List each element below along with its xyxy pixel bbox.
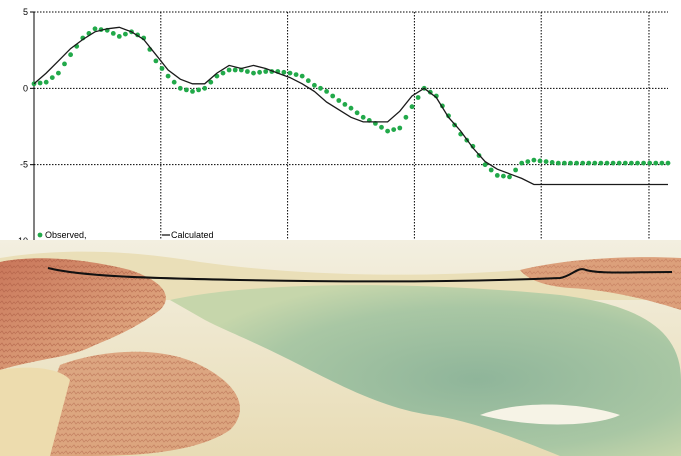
series-observed-point	[312, 82, 317, 88]
series-observed-point	[184, 87, 189, 93]
series-observed-point	[110, 31, 116, 36]
series-observed-point	[629, 160, 634, 166]
series-observed-point	[653, 160, 659, 166]
terrain-lower-hills-texture	[20, 351, 240, 456]
series-observed-point	[415, 95, 421, 100]
series-observed-point	[123, 31, 128, 37]
series-observed-point	[604, 160, 610, 166]
series-observed-point	[470, 143, 476, 149]
series-observed-point	[555, 160, 561, 166]
series-observed-point	[586, 160, 592, 166]
terrain-salt-flat	[480, 404, 620, 425]
series-observed-point	[257, 69, 262, 75]
series-observed-point	[92, 26, 98, 32]
series-observed-point	[336, 98, 342, 103]
series-observed-point	[171, 79, 177, 85]
series-observed-point	[226, 67, 232, 73]
series-observed-point	[549, 160, 555, 165]
terrain-right-mountains-texture	[520, 257, 681, 310]
series-observed-point	[68, 52, 73, 58]
series-observed-point	[507, 174, 512, 180]
series-observed-point	[488, 167, 494, 173]
series-observed-point	[665, 160, 671, 166]
series-observed-point	[543, 159, 549, 165]
terrain-map-image	[0, 240, 681, 456]
series-observed-point	[641, 160, 646, 166]
series-observed-point	[62, 61, 67, 67]
series-observed-point	[348, 105, 354, 111]
series-observed-point	[574, 160, 579, 166]
chart-legend: Observed, Calculated	[37, 230, 214, 240]
series-observed-point	[251, 70, 256, 76]
chart-background	[0, 0, 681, 245]
terrain-shore-flat	[0, 367, 70, 456]
series-observed-point	[190, 89, 195, 94]
series-observed-point	[562, 160, 567, 166]
series-observed-point	[635, 160, 640, 166]
series-observed-point	[598, 160, 604, 166]
series-observed-point	[56, 70, 61, 76]
series-observed-point	[208, 79, 214, 85]
series-observed-point	[330, 93, 336, 99]
series-observed-point	[501, 173, 506, 179]
series-observed-point	[397, 125, 403, 131]
series-observed-point	[293, 72, 299, 77]
series-observed-point	[494, 173, 500, 178]
series-observed-point	[568, 160, 573, 166]
series-observed-point	[318, 85, 323, 91]
series-observed-point	[232, 67, 238, 73]
series-observed-point	[360, 114, 366, 120]
series-observed-point	[245, 69, 250, 74]
series-calculated-line	[33, 26, 668, 186]
y-tick-label: -5	[20, 160, 28, 170]
series-observed-point	[525, 159, 531, 165]
series-observed-point	[519, 160, 525, 166]
series-observed-point	[37, 80, 43, 86]
series-observed-point	[263, 69, 269, 74]
series-observed-point	[409, 104, 415, 110]
chart-series	[31, 26, 671, 186]
series-observed-point	[49, 75, 55, 80]
series-observed-point	[385, 128, 390, 134]
series-observed-point	[659, 160, 665, 166]
series-observed-point	[281, 69, 287, 75]
series-observed-point	[299, 73, 305, 79]
series-observed-point	[153, 58, 159, 64]
series-observed-point	[196, 87, 202, 93]
series-observed-point	[616, 160, 622, 166]
series-observed-point	[610, 160, 616, 166]
series-observed-point	[177, 85, 183, 91]
profile-chart: 50-5-10 Observed,Calculated	[0, 0, 681, 245]
series-observed-point	[592, 160, 598, 166]
y-tick-label: 0	[23, 83, 28, 93]
series-observed-point	[482, 162, 488, 168]
series-observed-point	[342, 102, 348, 107]
series-observed-point	[287, 70, 293, 76]
series-observed-point	[202, 85, 208, 91]
terrain-left-mountains-texture	[0, 258, 166, 370]
series-observed-point	[403, 114, 409, 120]
series-observed-point	[647, 160, 653, 166]
series-observed-point	[537, 158, 543, 164]
series-observed-point	[354, 110, 360, 116]
legend-calculated-label: Calculated	[171, 230, 214, 240]
series-observed-point	[391, 127, 397, 132]
series-observed-point	[531, 157, 537, 163]
series-observed-point	[165, 73, 171, 79]
series-observed-point	[43, 79, 49, 85]
series-observed-point	[220, 70, 226, 76]
series-observed-point	[379, 124, 384, 130]
y-tick-label: 5	[23, 7, 28, 17]
legend-observed-label: Observed,	[45, 230, 87, 240]
series-observed-point	[116, 34, 122, 39]
series-observed-point	[305, 78, 311, 84]
legend-observed-marker	[37, 232, 43, 238]
series-observed-point	[513, 167, 518, 173]
terrain-far-ridge	[0, 251, 681, 300]
series-observed-point	[580, 160, 586, 166]
terrain-profile-line	[47, 267, 673, 283]
series-observed-point	[159, 66, 165, 71]
series-observed-point	[324, 89, 329, 94]
series-observed-point	[622, 160, 628, 166]
